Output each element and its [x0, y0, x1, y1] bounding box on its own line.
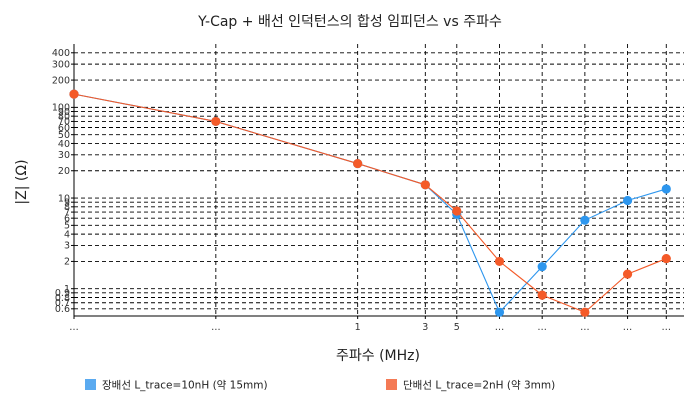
y-tick-label: 300 — [52, 59, 70, 70]
data-point[interactable] — [661, 184, 671, 194]
y-tick-label: 2 — [64, 257, 70, 268]
y-tick-label: 10 — [58, 193, 70, 204]
y-tick-label: 50 — [58, 130, 70, 141]
y-tick-label: 30 — [58, 150, 70, 161]
x-tick-label: 5 — [454, 322, 460, 333]
data-point[interactable] — [661, 253, 671, 264]
x-tick-label: … — [537, 322, 547, 333]
series-1 — [69, 89, 671, 317]
y-tick-label: 0.9 — [55, 288, 70, 299]
x-tick-label: … — [495, 322, 505, 333]
y-tick-label: 20 — [58, 166, 70, 177]
chart-title: Y-Cap + 배선 인덕턴스의 합성 임피던스 vs 주파수 — [197, 14, 502, 30]
legend-label-short-trace: 단배선 L_trace=2nH (약 3mm) — [403, 380, 555, 392]
legend-item-short-trace[interactable]: 단배선 L_trace=2nH (약 3mm) — [386, 379, 555, 392]
x-tick-label: 1 — [355, 322, 361, 333]
data-point[interactable] — [580, 307, 590, 317]
data-point[interactable] — [353, 158, 363, 169]
legend-swatch-long-trace — [85, 379, 96, 390]
y-tick-label: 200 — [52, 75, 70, 86]
grid — [73, 44, 684, 316]
x-tick-label: 3 — [422, 322, 428, 333]
legend-item-long-trace[interactable]: 장배선 L_trace=10nH (약 15mm) — [85, 379, 268, 392]
y-tick-label: 400 — [52, 48, 70, 59]
y-tick-label: 80 — [58, 111, 70, 122]
data-point[interactable] — [494, 307, 505, 317]
y-tick-label: 7 — [64, 207, 70, 218]
y-tick-label: 9 — [64, 197, 70, 208]
data-point[interactable] — [537, 262, 547, 272]
y-tick-label: 60 — [58, 123, 70, 134]
data-point[interactable] — [452, 206, 462, 216]
y-tick-label: 5 — [64, 221, 70, 232]
y-tick-label: 90 — [58, 107, 70, 118]
data-point[interactable] — [580, 215, 590, 225]
data-point[interactable] — [420, 180, 430, 190]
data-point[interactable] — [211, 116, 221, 127]
y-tick-label: 0.8 — [55, 293, 70, 304]
x-axis-title: 주파수 (MHz) — [336, 348, 420, 364]
x-tick-label: … — [211, 322, 221, 333]
x-tick-label: … — [662, 322, 672, 333]
y-tick-label: 70 — [58, 117, 70, 128]
x-tick-labels: … … 1 3 5 … … … … … — [69, 322, 671, 333]
x-tick-label: … — [623, 322, 633, 333]
legend-swatch-short-trace — [386, 379, 397, 390]
y-axis-title: |Z| (Ω) — [14, 159, 30, 204]
data-point[interactable] — [622, 195, 633, 206]
data-point[interactable] — [69, 89, 79, 99]
y-tick-label: 4 — [64, 229, 70, 240]
data-point[interactable] — [537, 290, 547, 300]
x-tick-label: … — [580, 322, 590, 333]
legend-label-long-trace: 장배선 L_trace=10nH (약 15mm) — [102, 380, 268, 392]
y-tick-label: 1 — [64, 284, 70, 295]
series-0 — [69, 89, 671, 317]
y-tick-label: 6 — [64, 213, 70, 224]
y-tick-label: 0.6 — [55, 304, 70, 315]
series-line — [73, 93, 667, 313]
series — [69, 89, 671, 317]
axes — [71, 44, 684, 319]
y-tick-label: 3 — [64, 241, 70, 252]
data-point[interactable] — [622, 269, 633, 279]
y-tick-label: 40 — [58, 139, 70, 150]
legend: 장배선 L_trace=10nH (약 15mm) 단배선 L_trace=2n… — [85, 379, 555, 392]
series-line — [73, 93, 667, 314]
y-tick-label: 100 — [52, 103, 70, 114]
y-tick-label: 0.7 — [55, 298, 70, 309]
y-tick-label: 8 — [64, 202, 70, 213]
data-point[interactable] — [494, 256, 505, 267]
x-tick-label: … — [69, 322, 79, 333]
